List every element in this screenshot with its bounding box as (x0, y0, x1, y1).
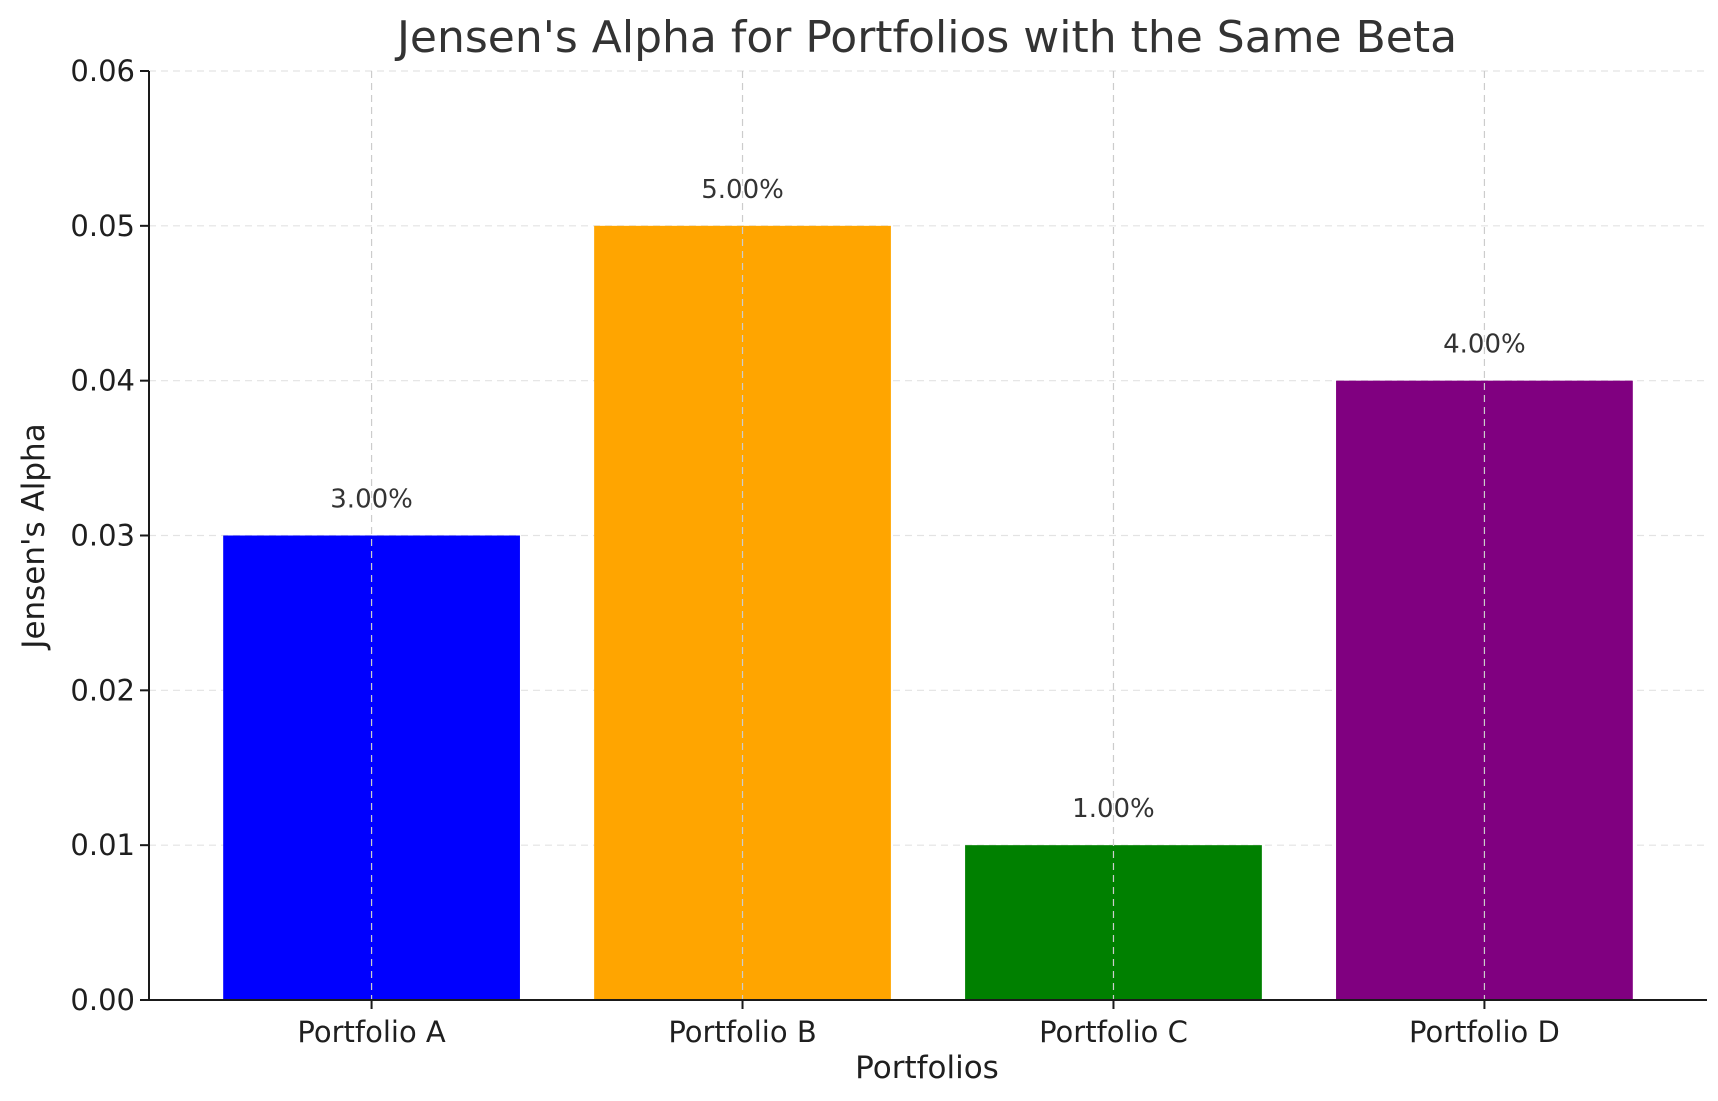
x-tick-label: Portfolio B (668, 1015, 816, 1049)
x-axis-title: Portfolios (855, 1050, 999, 1086)
x-tick-label: Portfolio A (297, 1015, 446, 1049)
x-tick-label: Portfolio D (1409, 1015, 1560, 1049)
bars (223, 225, 1633, 1001)
x-tick-label: Portfolio C (1039, 1015, 1188, 1049)
y-axis-title: Jensen's Alpha (16, 423, 52, 650)
y-tick-label: 0.03 (70, 519, 135, 553)
y-tick-label: 0.05 (70, 209, 135, 243)
data-label: 5.00% (701, 175, 784, 205)
y-tick-label: 0.06 (70, 54, 135, 88)
x-grid-lines (370, 71, 1486, 1000)
y-tick-label: 0.01 (70, 828, 135, 862)
data-label: 4.00% (1443, 330, 1526, 360)
data-labels: 3.00% 5.00% 1.00% 4.00% (330, 175, 1525, 824)
chart-title: Jensen's Alpha for Portfolios with the S… (394, 12, 1457, 63)
y-tick-labels: 0.00 0.01 0.02 0.03 0.04 0.05 0.06 (70, 54, 135, 1017)
y-tick-label: 0.04 (70, 364, 135, 398)
data-label: 1.00% (1072, 794, 1155, 824)
y-tick-label: 0.02 (70, 673, 135, 707)
y-tick-label: 0.00 (70, 983, 135, 1017)
x-tick-labels: Portfolio A Portfolio B Portfolio C Portfol… (297, 1015, 1559, 1049)
axes (140, 70, 1707, 1009)
data-label: 3.00% (330, 485, 413, 515)
